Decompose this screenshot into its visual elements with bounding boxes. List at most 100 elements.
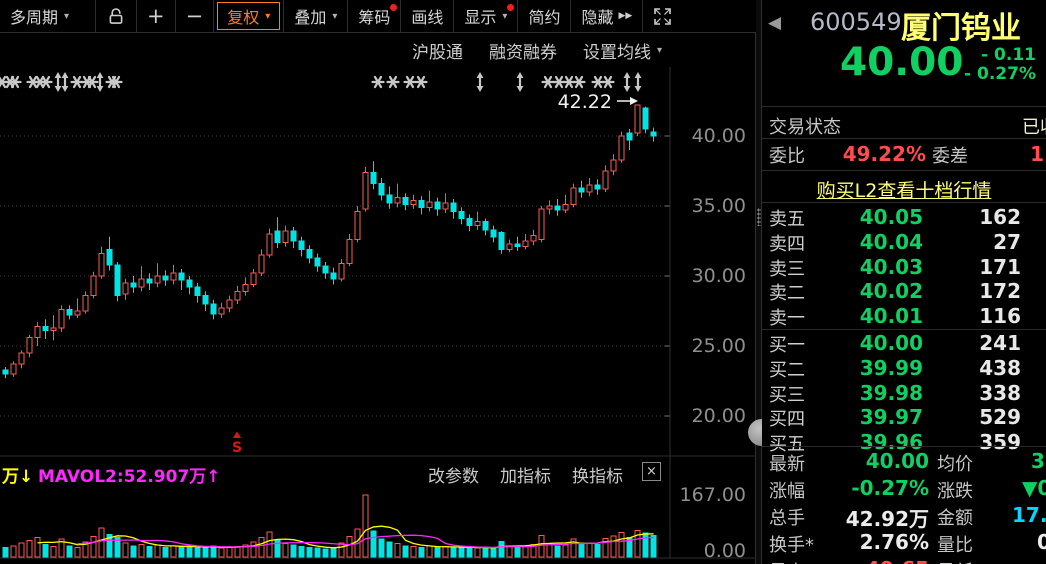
bid-price: 39.97: [859, 405, 923, 430]
stat-label: 金额: [937, 508, 973, 529]
stats-row: 最高 40.65 最低: [762, 556, 1046, 564]
event-star-marker: [371, 75, 385, 89]
event-star-marker: [403, 75, 417, 89]
bid-row[interactable]: 买三 39.98 338: [762, 381, 1046, 406]
ask-row[interactable]: 卖一 40.01 116: [762, 304, 1046, 329]
price-change: - 0.11 - 0.27%: [942, 46, 1036, 84]
chevron-down-icon: ▾: [502, 10, 508, 22]
svg-text:42.22: 42.22: [558, 91, 612, 113]
weibi-value: 49.22%: [842, 142, 926, 166]
event-updown-marker: [516, 72, 524, 92]
price-axis-label: 30.00: [692, 265, 746, 287]
stat-value: 40.00: [865, 449, 929, 473]
price-axis-label: 25.00: [692, 335, 746, 357]
ask-row[interactable]: 卖四 40.04 27: [762, 230, 1046, 255]
splitter-drag-handle-icon[interactable]: [757, 208, 761, 226]
mavol2-label: MAVOL2:52.907万↑: [38, 467, 221, 487]
bid-row[interactable]: 买五 39.96 359: [762, 430, 1046, 455]
stock-name: 厦门钨业: [901, 11, 1021, 46]
chevron-down-icon: ▾: [265, 10, 271, 22]
ask-price: 40.01: [859, 304, 923, 329]
toolbar-hide-button[interactable]: 隐藏 ▶▶: [581, 8, 633, 27]
stat-value: -0.27%: [851, 476, 929, 500]
stat-label: 最新: [769, 454, 805, 475]
panel-splitter[interactable]: [755, 0, 762, 564]
close-indicator-icon[interactable]: ×: [642, 462, 661, 481]
high-annotation: 42.22: [558, 91, 638, 113]
toolbar-zoom-out-icon[interactable]: −: [185, 3, 204, 28]
change-value: - 0.11: [981, 45, 1036, 65]
toolbar-lock-icon[interactable]: [96, 0, 136, 32]
bid-qty: 338: [979, 380, 1021, 405]
ask-price: 40.02: [859, 279, 923, 304]
bid-label: 买三: [769, 384, 805, 406]
chevron-down-icon: ▾: [64, 10, 70, 22]
ask-price: 40.04: [859, 229, 923, 254]
volume-pane-header: 万↓ MAVOL2:52.907万↑ 改参数 加指标 换指标 ×: [0, 459, 756, 487]
bid-qty: 241: [979, 331, 1021, 355]
event-star-marker: [541, 75, 555, 89]
notification-dot: [507, 4, 515, 11]
kline-chart[interactable]: 40.00 35.00 30.00 25.00 20.00 42.22 S 167.00 0.0…: [0, 0, 756, 564]
bid-price: 40.00: [859, 331, 923, 355]
event-star-marker: [39, 75, 53, 89]
stat-value: 0: [1037, 530, 1046, 554]
weicha-label: 委差: [932, 146, 968, 167]
toolbar-overlay-button[interactable]: 叠加 ▾: [294, 8, 338, 27]
toolbar-display-button[interactable]: 显示 ▾: [454, 0, 517, 32]
toolbar-zoom-in-icon[interactable]: +: [147, 3, 165, 28]
stat-label: 均价: [937, 454, 973, 475]
trade-status-value: 已收盘: [1022, 117, 1046, 138]
stat-value: ▼0: [1022, 476, 1046, 500]
ask-price: 40.03: [859, 254, 923, 279]
event-updown-marker: [634, 72, 642, 92]
event-star-marker: [414, 75, 428, 89]
switch-indicator-button[interactable]: 换指标: [572, 467, 623, 487]
bid-qty: 438: [979, 355, 1021, 380]
volume-axis-label: 167.00: [680, 484, 746, 506]
stats-row: 换手* 2.76% 量比 0: [762, 529, 1046, 556]
bid-label: 买一: [769, 335, 805, 356]
toolbar-chips-button[interactable]: 筹码: [348, 0, 400, 32]
chevron-down-icon: ▾: [656, 44, 662, 56]
event-star-marker: [85, 75, 99, 89]
change-params-button[interactable]: 改参数: [428, 467, 479, 487]
toolbar-multi-period-button[interactable]: 多周期 ▾: [10, 8, 70, 27]
toolbar-draw-line-button[interactable]: 画线: [411, 8, 444, 27]
add-indicator-button[interactable]: 加指标: [500, 467, 551, 487]
l2-quote-link[interactable]: 购买L2查看十档行情: [816, 180, 992, 202]
toolbar-simple-mode-button[interactable]: 简约: [528, 8, 561, 27]
chart-toolbar: 多周期 ▾ + − 复权 ▾ 叠加 ▾ 筹码 画线 显示 ▾ 简约 隐藏 ▶▶: [0, 0, 756, 33]
bid-row[interactable]: 买二 39.99 438: [762, 356, 1046, 381]
ask-row[interactable]: 卖五 40.05 162: [762, 205, 1046, 230]
subbar-item-0[interactable]: 沪股通: [411, 42, 463, 63]
stat-label: 涨幅: [769, 481, 805, 502]
event-star-marker: [601, 75, 615, 89]
ask-row[interactable]: 卖二 40.02 172: [762, 279, 1046, 304]
stat-label: 涨跌: [937, 481, 973, 502]
toolbar-fullscreen-icon[interactable]: [643, 0, 682, 32]
event-updown-marker: [96, 72, 104, 92]
bid-row[interactable]: 买四 39.97 529: [762, 405, 1046, 430]
event-star-marker: [8, 75, 22, 89]
change-percent: - 0.27%: [964, 64, 1036, 84]
ask-qty: 116: [979, 304, 1021, 329]
mavol1-label-fragment: 万↓: [2, 467, 34, 487]
subbar-item-2[interactable]: 设置均线 ▾: [582, 42, 662, 63]
stat-label: 总手: [769, 508, 805, 529]
bid-row[interactable]: 买一 40.00 241: [762, 331, 1046, 356]
weicha-value: 1: [1030, 142, 1044, 166]
subbar-item-1[interactable]: 融资融券: [488, 42, 557, 63]
toolbar-adjust-mode-button[interactable]: 复权 ▾: [217, 2, 281, 30]
back-arrow-icon[interactable]: ◀: [768, 13, 782, 33]
stats-row: 总手 42.92万 金额 17.1: [762, 502, 1046, 531]
last-price: 40.00: [840, 40, 964, 85]
ask-row[interactable]: 卖三 40.03 171: [762, 255, 1046, 280]
event-star-marker: [572, 75, 586, 89]
stat-label: 最低: [937, 558, 973, 564]
event-star-marker: [386, 75, 400, 89]
double-chevron-icon: ▶▶: [618, 11, 633, 21]
ask-label: 卖一: [769, 308, 805, 330]
stat-label: 最高: [769, 558, 805, 564]
